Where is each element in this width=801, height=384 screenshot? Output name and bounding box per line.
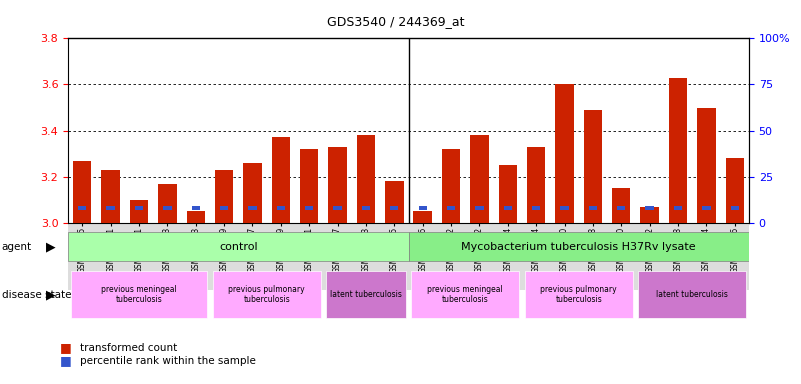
Text: transformed count: transformed count [80,343,177,353]
Bar [385,181,404,223]
Bar [300,149,319,223]
Bar [555,84,574,223]
Text: agent: agent [2,242,32,252]
Bar [409,232,749,262]
Bar [356,135,375,223]
Bar [674,206,682,210]
Text: previous meningeal
tuberculosis: previous meningeal tuberculosis [101,285,177,305]
Text: latent tuberculosis: latent tuberculosis [330,290,402,299]
Bar [390,206,398,210]
Bar [504,206,512,210]
Text: ▶: ▶ [46,240,55,253]
Bar [102,170,120,223]
Text: previous meningeal
tuberculosis: previous meningeal tuberculosis [428,285,503,305]
Bar [305,206,313,210]
Bar [584,110,602,223]
Bar [158,184,176,223]
Bar [328,147,347,223]
Bar [641,207,659,223]
Bar [213,271,320,318]
Text: Mycobacterium tuberculosis H37Rv lysate: Mycobacterium tuberculosis H37Rv lysate [461,242,696,252]
Bar [272,137,290,223]
Bar [248,206,256,210]
Bar [498,165,517,223]
Bar [71,271,207,318]
Bar [73,161,91,223]
Text: previous pulmonary
tuberculosis: previous pulmonary tuberculosis [228,285,305,305]
Bar [215,170,233,223]
Bar [638,271,746,318]
Bar [617,206,626,210]
Bar [697,108,715,223]
Bar [525,271,633,318]
Bar [187,211,205,223]
Bar [78,206,87,210]
Text: ■: ■ [60,354,72,367]
Bar [470,135,489,223]
Bar [442,149,461,223]
Bar [646,206,654,210]
Bar [220,206,228,210]
Bar [561,206,569,210]
Bar [130,200,148,223]
Bar [527,147,545,223]
Text: ▶: ▶ [46,288,55,301]
Bar [163,206,171,210]
Bar [726,158,744,223]
Text: percentile rank within the sample: percentile rank within the sample [80,356,256,366]
Text: previous pulmonary
tuberculosis: previous pulmonary tuberculosis [541,285,617,305]
Bar [362,206,370,210]
Bar [419,206,427,210]
Text: disease state: disease state [2,290,71,300]
Bar [326,271,405,318]
Text: GDS3540 / 244369_at: GDS3540 / 244369_at [327,15,465,28]
Bar [107,206,115,210]
Bar [333,206,342,210]
Bar [475,206,484,210]
Bar [244,163,262,223]
Bar [731,206,739,210]
Bar [413,211,432,223]
Bar [447,206,455,210]
Bar [68,232,409,262]
Bar [702,206,710,210]
Bar [412,271,519,318]
Bar [669,78,687,223]
Bar [612,188,630,223]
Text: ■: ■ [60,341,72,354]
Bar [532,206,541,210]
Bar [276,206,285,210]
Bar [191,206,200,210]
Bar [589,206,597,210]
Bar [135,206,143,210]
Text: latent tuberculosis: latent tuberculosis [656,290,728,299]
Text: control: control [219,242,258,252]
